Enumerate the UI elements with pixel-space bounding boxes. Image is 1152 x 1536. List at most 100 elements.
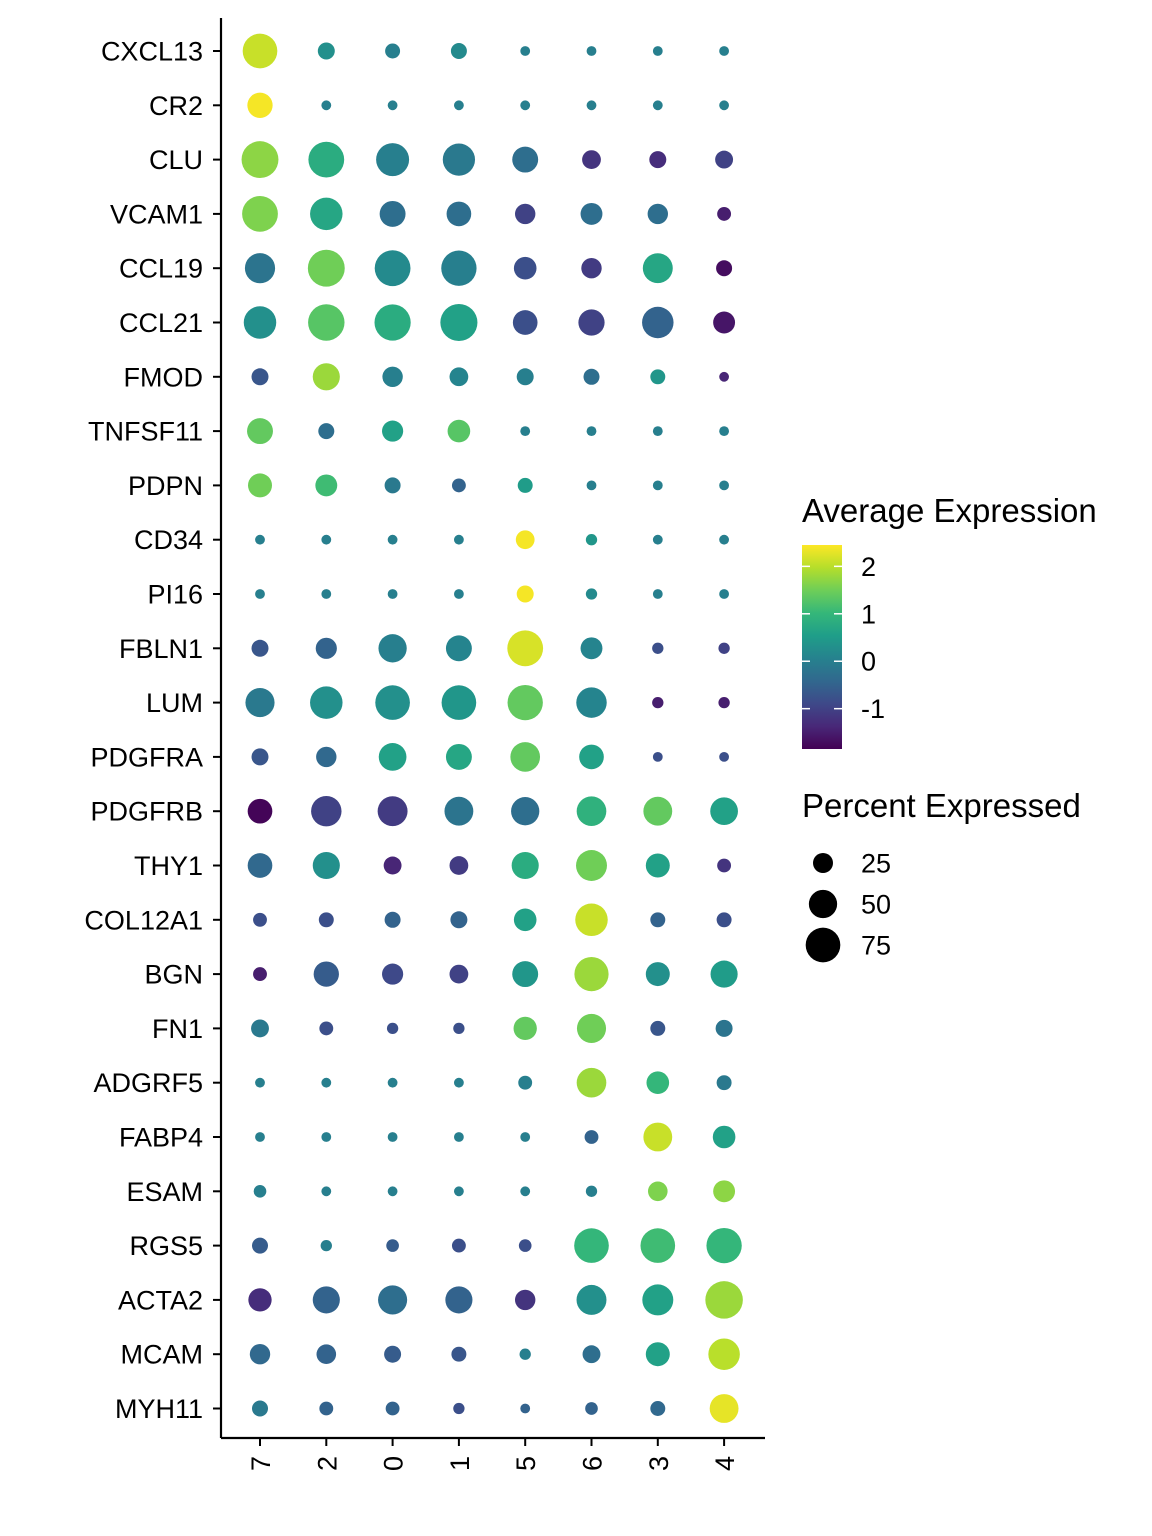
dot: [374, 250, 411, 287]
dot: [580, 202, 603, 225]
dot: [716, 912, 732, 928]
dot: [717, 206, 732, 221]
colorbar-tick-label: 0: [861, 647, 876, 677]
x-tick-label: 6: [578, 1456, 608, 1471]
dot: [255, 1132, 265, 1142]
dot: [517, 477, 533, 493]
size-legend-label: 50: [861, 890, 891, 920]
dot: [382, 366, 403, 387]
dot: [715, 1019, 733, 1037]
dot: [248, 473, 272, 498]
y-tick-label: CCL19: [119, 254, 203, 284]
dot: [247, 418, 273, 445]
x-tick-label: 7: [246, 1456, 276, 1471]
colorbar-tick-label: 2: [861, 552, 876, 582]
dot: [454, 589, 464, 599]
dot: [643, 796, 673, 826]
dot: [520, 426, 531, 436]
dot: [576, 687, 607, 718]
dot: [511, 797, 540, 826]
dot: [378, 634, 407, 663]
dot: [574, 957, 609, 992]
dot: [382, 963, 404, 985]
dot: [579, 744, 604, 770]
dot: [440, 303, 478, 342]
dot: [449, 367, 469, 387]
dot: [652, 46, 663, 56]
dot: [312, 1286, 340, 1314]
dot: [586, 100, 597, 111]
y-tick-label: MCAM: [121, 1340, 204, 1370]
dot: [652, 480, 663, 491]
size-legend-label: 75: [861, 931, 891, 961]
dot: [511, 851, 539, 880]
dot: [585, 1402, 598, 1415]
dot: [576, 1284, 607, 1315]
dot: [318, 912, 334, 928]
dot: [384, 477, 401, 494]
dot: [512, 961, 539, 988]
dot: [645, 962, 670, 987]
dot: [510, 742, 541, 772]
x-tick-label: 5: [511, 1456, 541, 1471]
dot: [578, 309, 605, 336]
dot: [710, 960, 738, 988]
colorbar-tick-label: 1: [861, 599, 876, 629]
dot: [512, 310, 538, 335]
color-legend-title: Average Expression: [802, 492, 1097, 529]
dot: [445, 635, 472, 662]
dot: [308, 141, 345, 178]
y-tick-label: MYH11: [115, 1394, 203, 1424]
dot: [249, 1344, 271, 1365]
dot: [245, 688, 275, 718]
y-tick-label: ESAM: [126, 1177, 203, 1207]
dot: [382, 420, 404, 442]
dot: [648, 1181, 668, 1202]
dot: [585, 1185, 598, 1197]
dot: [242, 33, 278, 69]
dot: [453, 1022, 465, 1035]
dot: [312, 851, 340, 880]
dot: [507, 630, 544, 667]
dot: [375, 685, 410, 720]
y-tick-label: RGS5: [129, 1231, 203, 1261]
dot: [247, 853, 273, 878]
size-legend-dot: [805, 927, 841, 963]
dot: [386, 1239, 399, 1252]
dot: [387, 1132, 398, 1142]
dot: [719, 752, 729, 762]
x-tick-label: 2: [312, 1456, 342, 1471]
dot: [248, 1288, 272, 1312]
dot: [308, 304, 345, 341]
dot: [650, 912, 666, 928]
size-legend-dot: [813, 853, 833, 873]
dot: [576, 1067, 607, 1098]
dot: [454, 1186, 464, 1197]
dot: [719, 100, 729, 111]
dot: [243, 306, 277, 339]
dot: [650, 1401, 666, 1416]
size-legend: 25 50 75: [805, 849, 891, 963]
dot: [450, 911, 468, 929]
dot: [645, 1342, 670, 1367]
dot: [451, 1346, 467, 1362]
dot: [719, 534, 729, 545]
dot: [507, 684, 543, 721]
dot: [516, 585, 534, 603]
dot: [312, 363, 340, 391]
dot: [586, 480, 597, 491]
y-tick-label: PDGFRB: [90, 797, 203, 827]
dot: [252, 1400, 268, 1417]
y-tick-label: CD34: [134, 525, 203, 555]
y-tick-label: PDPN: [128, 471, 203, 501]
dot: [709, 1394, 739, 1423]
dot: [520, 1403, 531, 1414]
dot: [255, 1077, 265, 1088]
dot: [640, 1228, 676, 1263]
y-tick-label: CXCL13: [101, 37, 203, 67]
y-tick-label: BGN: [144, 960, 203, 990]
dot: [379, 200, 406, 227]
dot: [710, 797, 738, 826]
y-tick-label: FABP4: [119, 1123, 203, 1153]
dots-layer: [241, 33, 743, 1423]
